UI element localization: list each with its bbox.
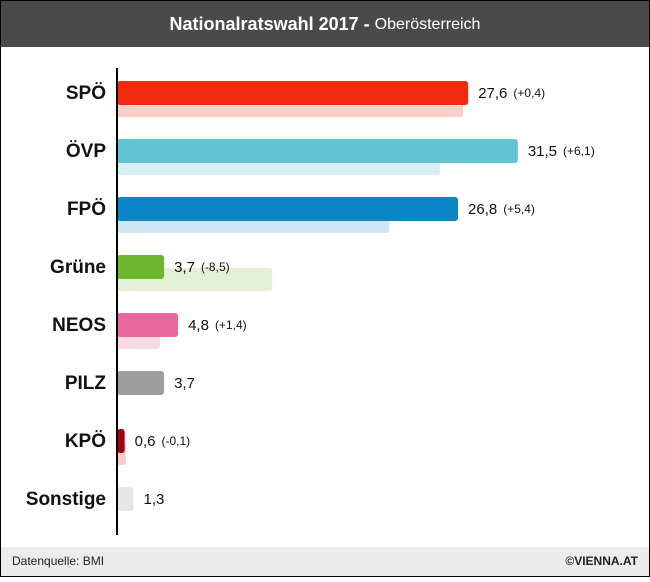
footer — [1, 547, 649, 576]
value-label: 3,7 (-8,5) — [174, 259, 230, 276]
source: Datenquelle: BMI — [12, 554, 104, 568]
change: (+5,4) — [503, 202, 535, 216]
category-label: KPÖ — [65, 431, 106, 452]
value: 4,8 — [188, 317, 209, 334]
change: (+1,4) — [215, 318, 247, 332]
brand: ©VIENNA.AT — [565, 554, 638, 568]
change: (+6,1) — [563, 144, 595, 158]
value: 26,8 — [468, 201, 497, 218]
value-label: 4,8 (+1,4) — [188, 317, 247, 334]
category-label: NEOS — [52, 315, 106, 336]
bar — [117, 371, 165, 395]
bar — [117, 313, 179, 337]
value-label: 3,7 — [174, 375, 195, 392]
title: Nationalratswahl 2017 - — [170, 14, 370, 34]
header-text: Nationalratswahl 2017 - Oberösterreich — [170, 14, 481, 34]
change: (-0,1) — [161, 434, 190, 448]
header — [1, 1, 649, 47]
value: 0,6 — [135, 433, 156, 450]
change: (-8,5) — [201, 260, 230, 274]
category-label: Grüne — [50, 257, 106, 278]
bar — [117, 429, 125, 453]
value: 27,6 — [478, 85, 507, 102]
category-label: FPÖ — [67, 199, 106, 220]
bar — [117, 487, 134, 511]
value-label: 27,6 (+0,4) — [478, 85, 545, 102]
value-label: 31,5 (+6,1) — [528, 143, 595, 160]
category-label: PILZ — [65, 373, 107, 394]
value: 3,7 — [174, 375, 195, 392]
plot: SPÖ 27,6 (+0,4) ÖVP 31,5 (+6,1) FPÖ 26,8 (+5,4) G… — [26, 81, 595, 511]
value: 1,3 — [144, 491, 165, 508]
value: 31,5 — [528, 143, 557, 160]
category-label: ÖVP — [66, 141, 106, 162]
subtitle: Oberösterreich — [375, 16, 481, 33]
value: 3,7 — [174, 259, 195, 276]
bar — [117, 81, 469, 105]
value-label: 1,3 — [144, 491, 165, 508]
change: (+0,4) — [513, 86, 545, 100]
category-label: SPÖ — [66, 83, 106, 104]
bar — [117, 139, 518, 163]
value-label: 26,8 (+5,4) — [468, 201, 535, 218]
bar — [117, 255, 165, 279]
value-label: 0,6 (-0,1) — [135, 433, 191, 450]
bar — [117, 197, 459, 221]
category-label: Sonstige — [26, 489, 106, 510]
